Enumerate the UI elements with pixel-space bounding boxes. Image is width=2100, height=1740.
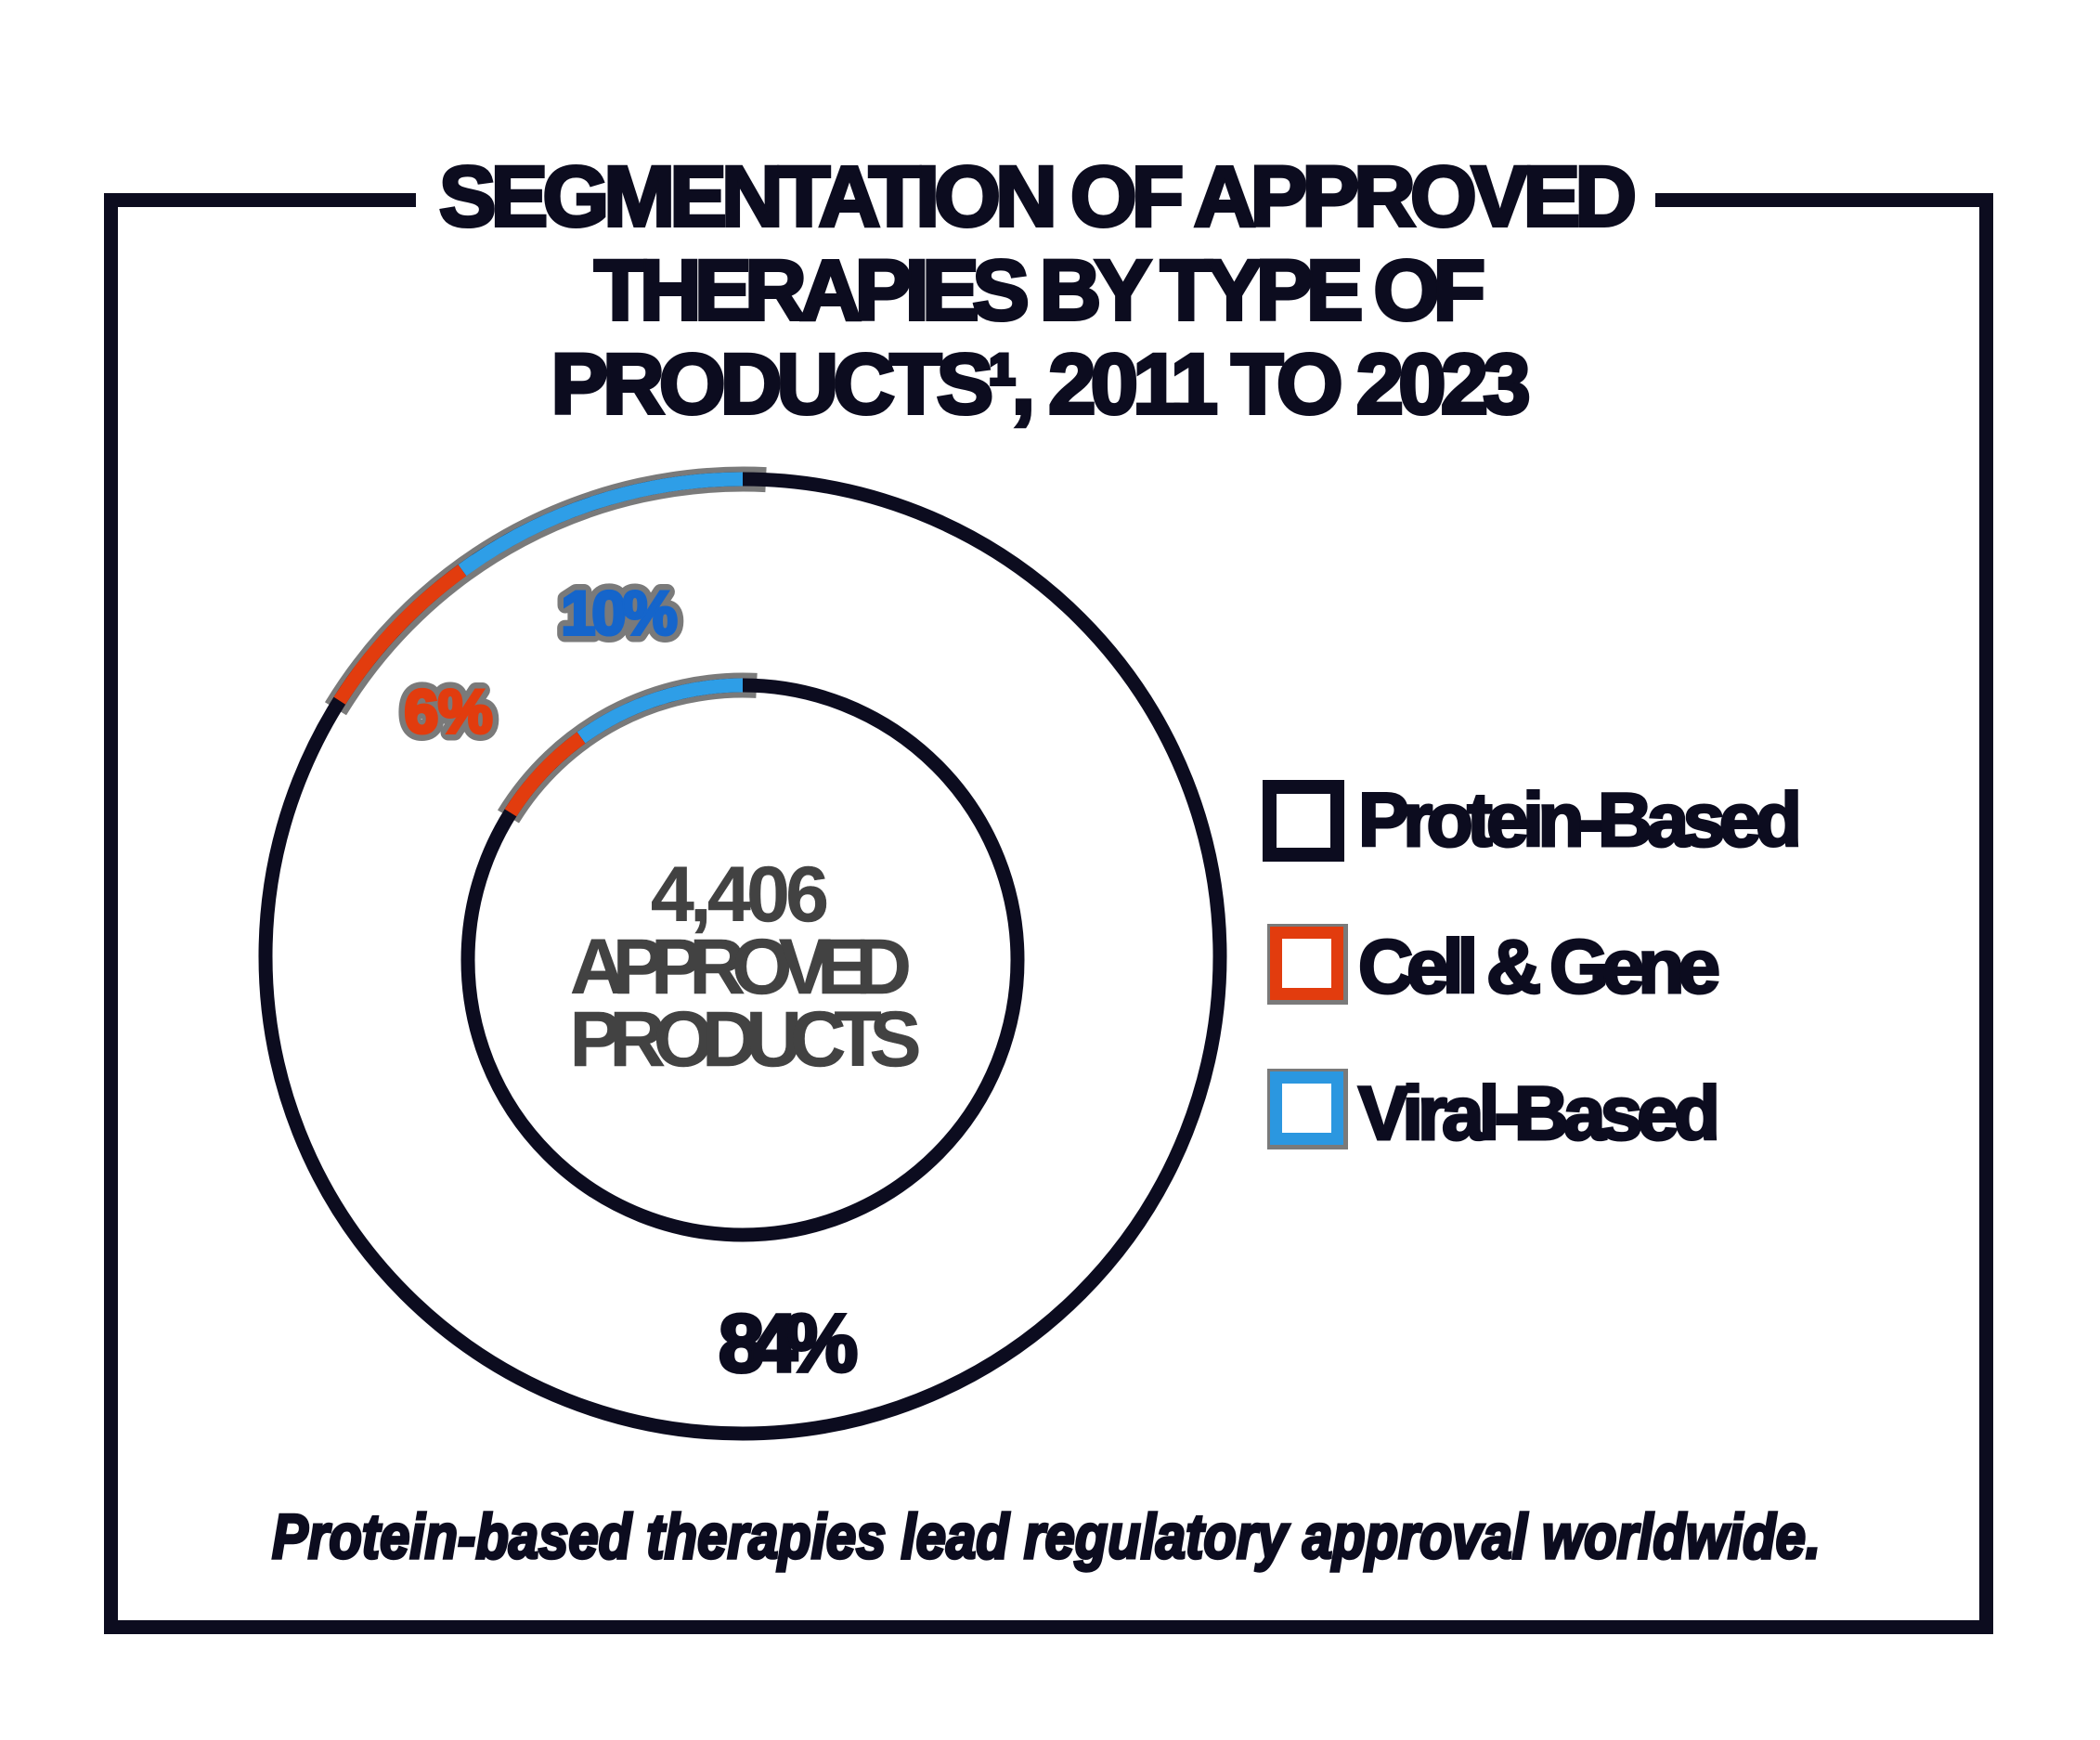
svg-text:APPROVED: APPROVED xyxy=(570,923,912,1010)
svg-text:10%: 10% xyxy=(562,578,678,647)
svg-text:Viral-Based: Viral-Based xyxy=(1358,1071,1720,1156)
svg-text:THERAPIES BY TYPE OF: THERAPIES BY TYPE OF xyxy=(594,243,1485,338)
svg-text:10%: 10% xyxy=(562,578,678,647)
svg-text:6%: 6% xyxy=(405,677,493,746)
svg-text:4,406: 4,406 xyxy=(651,851,829,938)
svg-text:PRODUCTS¹, 2011 TO 2023: PRODUCTS¹, 2011 TO 2023 xyxy=(551,337,1531,432)
svg-text:6%: 6% xyxy=(405,677,493,746)
svg-text:SEGMENTATION OF APPROVED: SEGMENTATION OF APPROVED xyxy=(439,149,1637,244)
svg-text:Cell & Gene: Cell & Gene xyxy=(1358,925,1720,1009)
svg-text:PRODUCTS: PRODUCTS xyxy=(570,995,922,1083)
svg-text:Protein-based therapies lead r: Protein-based therapies lead regulatory … xyxy=(272,1501,1821,1572)
svg-text:Protein-Based: Protein-Based xyxy=(1358,778,1802,863)
svg-text:84%: 84% xyxy=(719,1297,858,1389)
